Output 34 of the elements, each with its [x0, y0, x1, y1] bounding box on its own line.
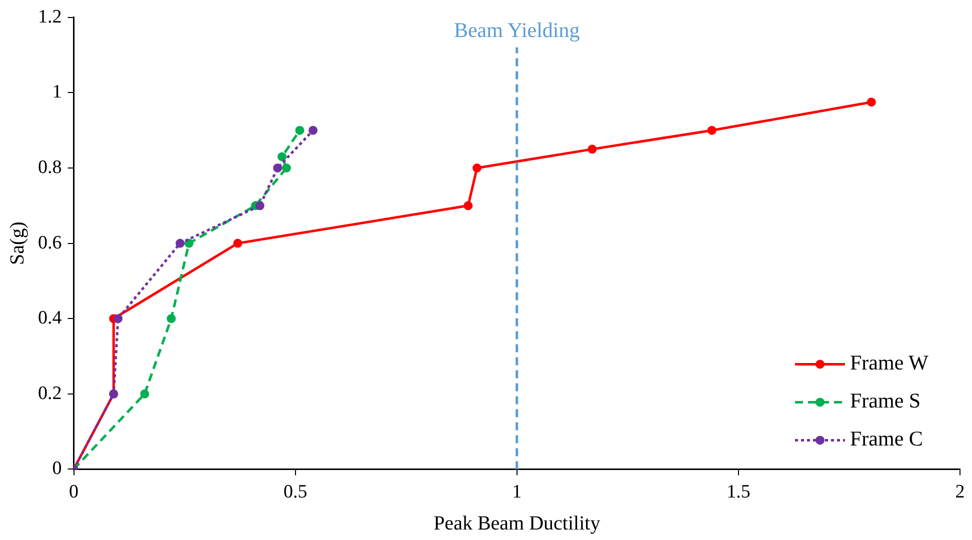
- point: [308, 126, 318, 135]
- point: [295, 126, 304, 135]
- y-tick-label: 0.2: [38, 382, 62, 404]
- y-tick-label: 1: [52, 82, 62, 103]
- x-axis-title: Peak Beam Ductility: [434, 512, 600, 534]
- point: [588, 144, 597, 154]
- point: [233, 238, 242, 248]
- legend-label: Frame S: [850, 388, 921, 413]
- y-tick-label: 1.2: [38, 6, 62, 28]
- ref-line-label: Beam Yielding: [454, 18, 580, 42]
- x-tick-label: 1.5: [726, 482, 750, 503]
- x-tick-label: 2: [955, 482, 965, 503]
- y-tick-label: 0.6: [38, 232, 62, 254]
- point: [140, 389, 150, 398]
- point: [472, 164, 482, 172]
- point: [278, 152, 287, 162]
- legend-label: Frame C: [850, 426, 923, 451]
- y-tick-label: 0: [52, 458, 62, 480]
- y-tick-label: 0.4: [38, 308, 62, 329]
- point: [255, 201, 264, 210]
- point: [707, 126, 716, 135]
- point: [273, 164, 282, 172]
- x-tick-label: 1: [512, 482, 522, 503]
- point: [166, 314, 176, 324]
- point: [464, 201, 473, 210]
- x-tick-label: 0: [69, 482, 78, 503]
- point: [866, 98, 876, 107]
- point: [176, 238, 185, 248]
- point: [114, 314, 123, 324]
- point: [282, 164, 291, 172]
- x-tick-label: 0.5: [283, 482, 308, 503]
- y-tick-label: 0.8: [38, 156, 62, 178]
- legend-label: Frame W: [850, 350, 929, 375]
- y-axis-title: Sa(g): [6, 222, 28, 265]
